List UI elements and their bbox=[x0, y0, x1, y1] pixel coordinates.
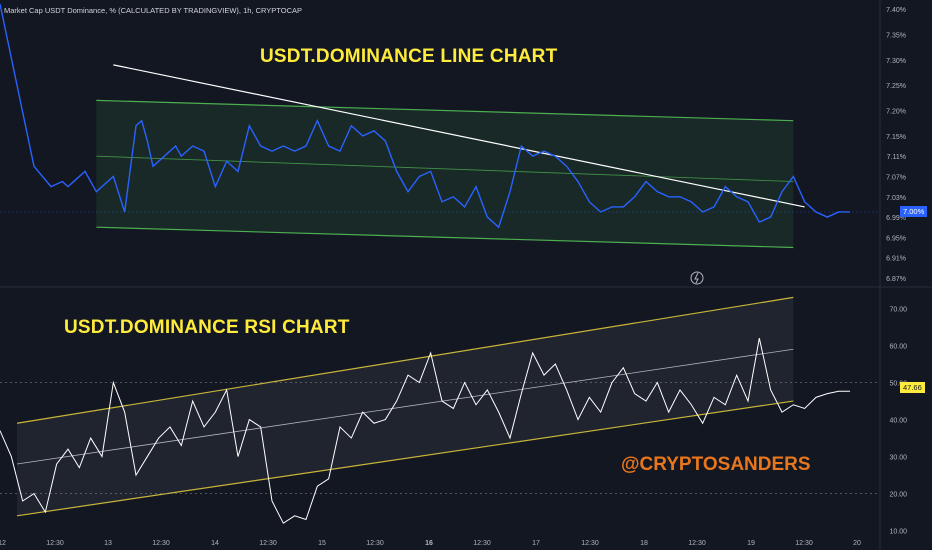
x-tick-label: 12:30 bbox=[795, 540, 813, 547]
rsi-pane[interactable] bbox=[0, 296, 880, 524]
rsi-channel-lower bbox=[16, 400, 794, 517]
price-series-line bbox=[0, 3, 850, 229]
price-y-tick-label: 6.95% bbox=[886, 235, 906, 242]
price-y-tick-label: 7.25% bbox=[886, 83, 906, 90]
x-tick-label: 12:30 bbox=[473, 540, 491, 547]
last-price-tag: 7.00% bbox=[900, 206, 928, 217]
price-y-tick-label: 6.87% bbox=[886, 276, 906, 283]
price-y-tick-label: 7.30% bbox=[886, 58, 906, 65]
price-channel-lower bbox=[96, 226, 794, 249]
rsi-chart-title: USDT.DOMINANCE RSI CHART bbox=[64, 317, 350, 338]
rsi-y-tick-label: 30.00 bbox=[889, 455, 907, 462]
line-chart-title: USDT.DOMINANCE LINE CHART bbox=[260, 46, 558, 67]
price-y-tick-label: 7.03% bbox=[886, 195, 906, 202]
price-y-tick-label: 7.11% bbox=[887, 154, 906, 161]
x-tick-label: 12:30 bbox=[152, 540, 170, 547]
price-y-tick-label: 7.07% bbox=[886, 174, 906, 181]
price-trendline bbox=[113, 64, 805, 208]
rsi-y-tick-label: 10.00 bbox=[889, 529, 907, 536]
x-tick-label: 19 bbox=[747, 540, 755, 547]
rsi-y-tick-label: 20.00 bbox=[889, 492, 907, 499]
rsi-y-tick-label: 70.00 bbox=[889, 307, 907, 314]
x-tick-label: 12:30 bbox=[366, 540, 384, 547]
bolt-glyph-icon bbox=[694, 272, 699, 284]
alert-bolt-icon bbox=[690, 271, 704, 285]
x-tick-label: 18 bbox=[640, 540, 648, 547]
rsi-y-tick-label: 40.00 bbox=[889, 418, 907, 425]
rsi-channel-mid bbox=[16, 348, 794, 465]
rsi-y-tick-label: 60.00 bbox=[889, 344, 907, 351]
x-tick-label: 14 bbox=[211, 540, 219, 547]
x-tick-label: 12:30 bbox=[688, 540, 706, 547]
rsi-channel-upper bbox=[16, 296, 794, 424]
x-tick-label: 12:30 bbox=[46, 540, 64, 547]
price-y-tick-label: 6.99% bbox=[886, 215, 906, 222]
x-tick-label: 15 bbox=[318, 540, 326, 547]
price-y-tick-label: 6.91% bbox=[886, 256, 906, 263]
x-tick-label: 12:30 bbox=[259, 540, 277, 547]
last-rsi-tag: 47.66 bbox=[900, 382, 925, 393]
x-tick-label: 13 bbox=[104, 540, 112, 547]
author-handle: @CRYPTOSANDERS bbox=[621, 454, 811, 475]
price-y-tick-label: 7.35% bbox=[886, 32, 906, 39]
price-channel-mid bbox=[96, 155, 794, 182]
price-channel-fill bbox=[96, 100, 794, 248]
x-tick-label: 12:30 bbox=[581, 540, 599, 547]
price-y-tick-label: 7.15% bbox=[886, 134, 906, 141]
price-y-tick-label: 7.40% bbox=[886, 7, 906, 14]
symbol-info: Market Cap USDT Dominance, % (CALCULATED… bbox=[4, 6, 303, 15]
price-channel-upper bbox=[96, 99, 794, 122]
price-pane[interactable] bbox=[0, 3, 880, 249]
x-tick-label: 16 bbox=[425, 540, 433, 547]
price-y-tick-label: 7.20% bbox=[886, 109, 906, 116]
x-tick-label: 17 bbox=[532, 540, 540, 547]
x-tick-label: 20 bbox=[853, 540, 861, 547]
rsi-series-line bbox=[0, 338, 850, 524]
rsi-y-tick-label: 50.00 bbox=[889, 381, 907, 388]
x-tick-label: 12 bbox=[0, 540, 6, 547]
